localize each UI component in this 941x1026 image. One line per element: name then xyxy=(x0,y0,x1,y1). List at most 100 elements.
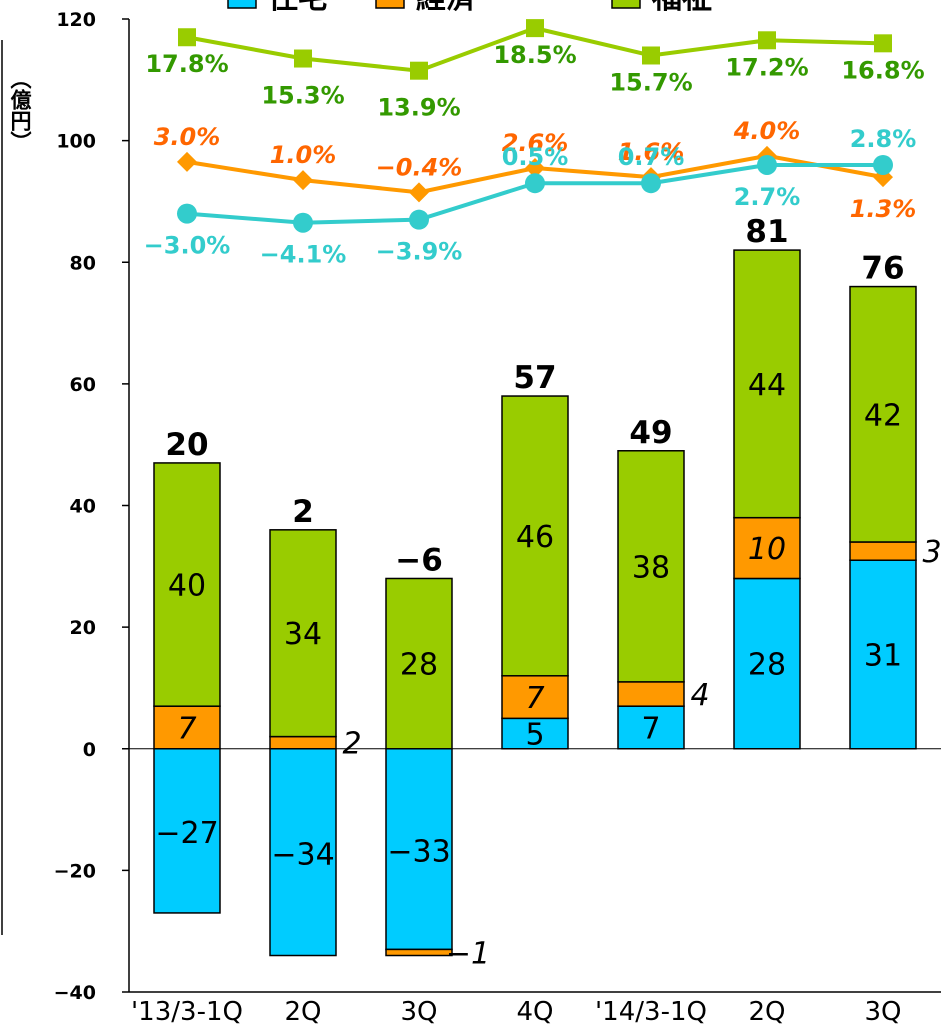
total-label: −6 xyxy=(395,542,443,578)
y-tick-label: 120 xyxy=(56,9,96,31)
legend-label: 住宅 xyxy=(268,0,328,16)
total-label: 57 xyxy=(513,360,556,396)
margin-label: −4.1% xyxy=(260,241,347,269)
segment-label: 3 xyxy=(922,535,941,570)
y-tick-label: 20 xyxy=(70,617,96,639)
segment-label: 31 xyxy=(864,638,902,673)
segment-label: 40 xyxy=(168,569,206,604)
bar-segment xyxy=(849,541,917,561)
bar-segment xyxy=(269,748,337,957)
margin-label: 18.5% xyxy=(493,41,576,69)
x-tick-label: '14/3-1Q xyxy=(595,997,707,1026)
legend-label: 福祉 xyxy=(651,0,712,16)
bar-segment xyxy=(501,675,569,720)
margin-label: 1.3% xyxy=(850,195,917,223)
margin-marker xyxy=(873,154,893,175)
segment-label: 7 xyxy=(177,711,196,746)
bar-segment xyxy=(849,285,917,543)
bar-segment xyxy=(501,395,569,677)
margin-marker xyxy=(641,173,661,194)
total-label: 20 xyxy=(165,427,208,463)
margin-label: 15.3% xyxy=(261,82,344,110)
bars: −2774020−342342−33−128−65746577438492810… xyxy=(153,214,941,971)
y-axis-label: （億円） xyxy=(8,68,32,152)
bar-segment xyxy=(733,516,801,580)
y-tick-label: 40 xyxy=(70,496,96,518)
bar-segment xyxy=(849,559,917,750)
x-tick-label: '13/3-1Q xyxy=(131,997,243,1026)
margin-marker xyxy=(177,151,197,172)
total-label: 76 xyxy=(861,251,904,287)
margin-marker xyxy=(410,61,428,80)
x-tick-label: 4Q xyxy=(516,997,553,1026)
bar-segment xyxy=(385,948,453,957)
bar-segment xyxy=(385,577,453,750)
margin-label: 3.0% xyxy=(154,123,221,151)
segment-label: 28 xyxy=(400,648,438,683)
segment-label: −34 xyxy=(271,837,334,872)
legend-swatch xyxy=(375,0,405,9)
margin-marker xyxy=(177,203,197,224)
margin-marker xyxy=(293,170,313,191)
segment-label: 44 xyxy=(748,368,786,403)
margin-marker xyxy=(525,157,545,178)
margin-marker xyxy=(178,28,196,47)
y-tick-label: −40 xyxy=(54,982,96,1004)
legend-label: 経済 xyxy=(416,0,477,16)
segment-label: −27 xyxy=(155,816,218,851)
margin-marker xyxy=(758,31,776,50)
segment-label: 34 xyxy=(284,617,322,652)
margin-label: 17.2% xyxy=(725,53,808,81)
margin-marker xyxy=(526,19,544,38)
margin-marker xyxy=(874,34,892,53)
margin-marker xyxy=(293,212,313,233)
margin-label: 15.7% xyxy=(609,68,692,96)
segment-label: 46 xyxy=(516,520,554,555)
total-label: 81 xyxy=(745,214,788,250)
segment-label: 4 xyxy=(690,678,709,713)
margin-label: 2.6% xyxy=(502,129,569,157)
segment-label: 2 xyxy=(342,727,361,762)
margin-marker xyxy=(525,173,545,194)
segment-label: 7 xyxy=(525,681,544,716)
legend: 住宅 経済 福祉 xyxy=(227,0,712,16)
bar-segment xyxy=(269,529,337,738)
bar-segment xyxy=(153,462,221,707)
margin-marker xyxy=(409,182,429,203)
x-tick-label: 2Q xyxy=(748,997,785,1026)
margin-label: 0.7% xyxy=(618,143,685,171)
segment-label: 42 xyxy=(864,398,902,433)
margin-label: −3.9% xyxy=(376,238,463,266)
margin-label: 1.0% xyxy=(270,141,337,169)
margin-label: −3.0% xyxy=(144,232,231,260)
margin-label: 16.8% xyxy=(841,56,924,84)
y-tick-label: 80 xyxy=(70,252,96,274)
bar-segment xyxy=(733,577,801,750)
legend-swatch xyxy=(611,0,641,9)
y-tick-label: 100 xyxy=(56,131,96,153)
margin-label: 13.9% xyxy=(377,94,460,122)
margin-lines: 17.8% 15.3% 13.9% 18.5% 15.7% 17.2% 16.8% 3.0% 1… xyxy=(144,19,925,269)
x-tick-label: 3Q xyxy=(400,997,437,1026)
x-tick-label: 3Q xyxy=(864,997,901,1026)
y-tick-label: −20 xyxy=(54,860,96,882)
bar-segment xyxy=(269,735,337,750)
bar-segment xyxy=(733,249,801,519)
bar-segment xyxy=(617,450,685,683)
total-label: 49 xyxy=(629,415,672,451)
margin-label: −0.4% xyxy=(376,153,463,181)
bar-segment xyxy=(617,681,685,707)
margin-marker xyxy=(642,46,660,65)
segment-label: 5 xyxy=(525,718,544,753)
total-label: 2 xyxy=(292,494,314,530)
margin-marker xyxy=(757,154,777,175)
segment-label: 10 xyxy=(748,532,786,567)
bar-segment xyxy=(385,748,453,951)
segment-label: −1 xyxy=(446,936,490,971)
x-axis: '13/3-1Q 2Q 3Q 4Q '14/3-1Q 2Q 3Q xyxy=(131,997,901,1026)
y-tick-label: 60 xyxy=(70,374,96,396)
margin-label: 4.0% xyxy=(733,117,801,145)
margin-marker xyxy=(294,49,312,68)
margin-marker xyxy=(409,209,429,230)
